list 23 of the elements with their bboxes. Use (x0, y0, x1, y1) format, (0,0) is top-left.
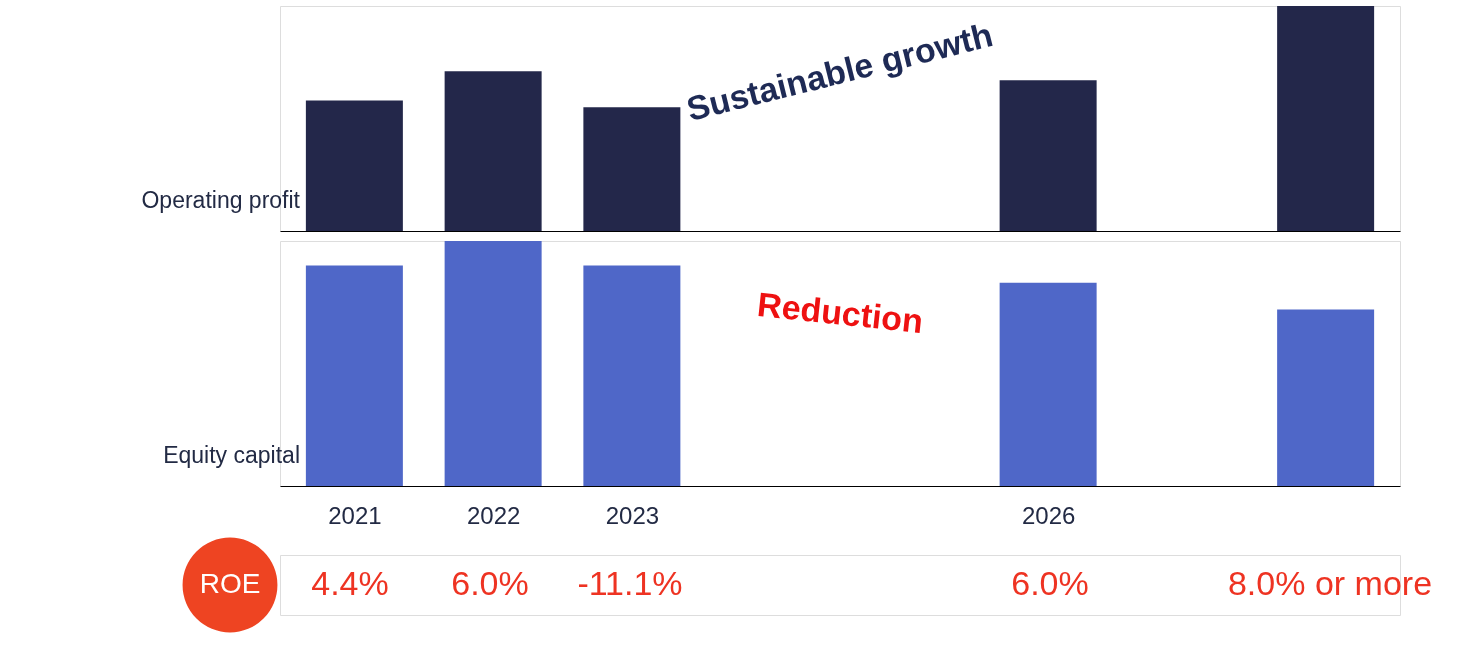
series-label: Equity capital (163, 442, 300, 468)
x-tick-label: 2022 (466, 501, 521, 529)
text: 6.0% (1011, 564, 1089, 602)
annotation: Reduction (755, 284, 925, 341)
bar (583, 107, 681, 231)
bar (999, 282, 1097, 486)
series-label: Operating profit (141, 187, 301, 213)
x-tick-label: 2021 (328, 501, 382, 529)
bar (583, 265, 681, 486)
bar (1277, 309, 1375, 486)
bar (999, 80, 1097, 231)
bar (444, 71, 542, 231)
text: 6.0% (451, 564, 529, 602)
x-tick-label: 2023 (605, 501, 660, 529)
bar (444, 241, 542, 486)
text: -11.1% (577, 564, 683, 602)
x-tick-label: 2026 (1021, 501, 1076, 529)
bar (1277, 6, 1375, 231)
bar (305, 100, 403, 231)
text: 8.0% or more (1227, 564, 1433, 602)
bar (305, 265, 403, 486)
text: 4.4% (311, 564, 389, 602)
text: ROE (199, 568, 261, 599)
